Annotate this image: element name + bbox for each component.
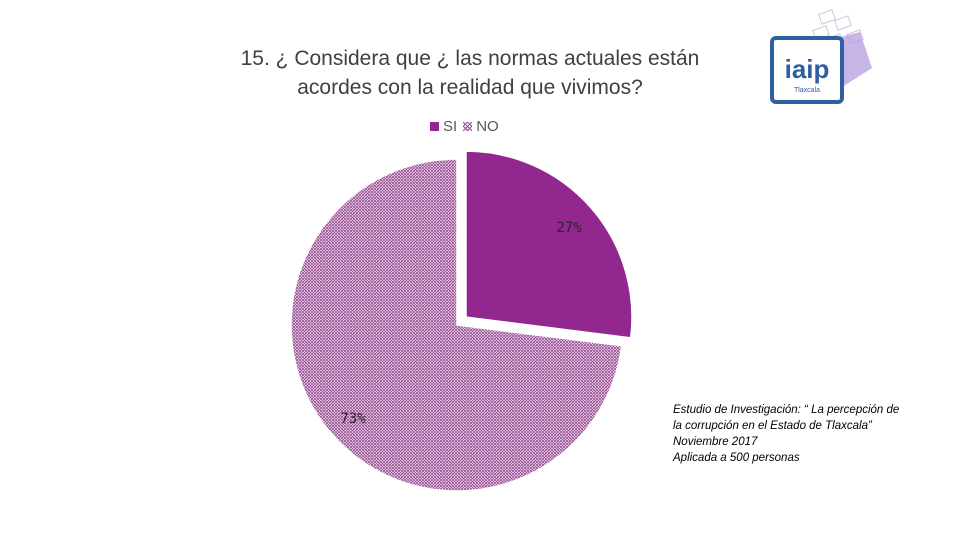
logo-wordmark: iaip [785,54,830,84]
data-label-si: 27% [556,220,582,236]
study-note-line-3: Noviembre 2017 [673,436,758,448]
data-label-no: 73% [340,411,366,427]
study-note-line-1: Estudio de Investigación: “ La percepció… [673,404,900,416]
logo-frame [770,36,844,104]
pie-slice-no [290,158,623,492]
study-note-line-4: Aplicada a 500 personas [673,452,800,464]
legend-item-no: NO [463,118,499,135]
chart-legend: SI NO [430,118,505,135]
iaip-logo: iaip Tlaxcala [768,8,878,108]
legend-label-no: NO [476,118,499,135]
study-note: Estudio de Investigación: “ La percepció… [673,402,943,466]
pie-slice-si [465,150,633,339]
pie-slices [290,150,633,492]
legend-label-si: SI [443,118,458,135]
chart-title: 15. ¿ Considera que ¿ las normas actuale… [190,44,750,102]
legend-swatch-no [463,122,473,131]
chart-title-line-1: 15. ¿ Considera que ¿ las normas actuale… [240,47,700,70]
study-note-line-2: la corrupción en el Estado de Tlaxcala” [673,420,872,432]
legend-swatch-si [430,122,439,131]
legend-item-si: SI [430,118,457,135]
chart-title-line-2: acordes con la realidad que vivimos? [297,76,643,99]
logo-subtitle: Tlaxcala [794,87,820,94]
